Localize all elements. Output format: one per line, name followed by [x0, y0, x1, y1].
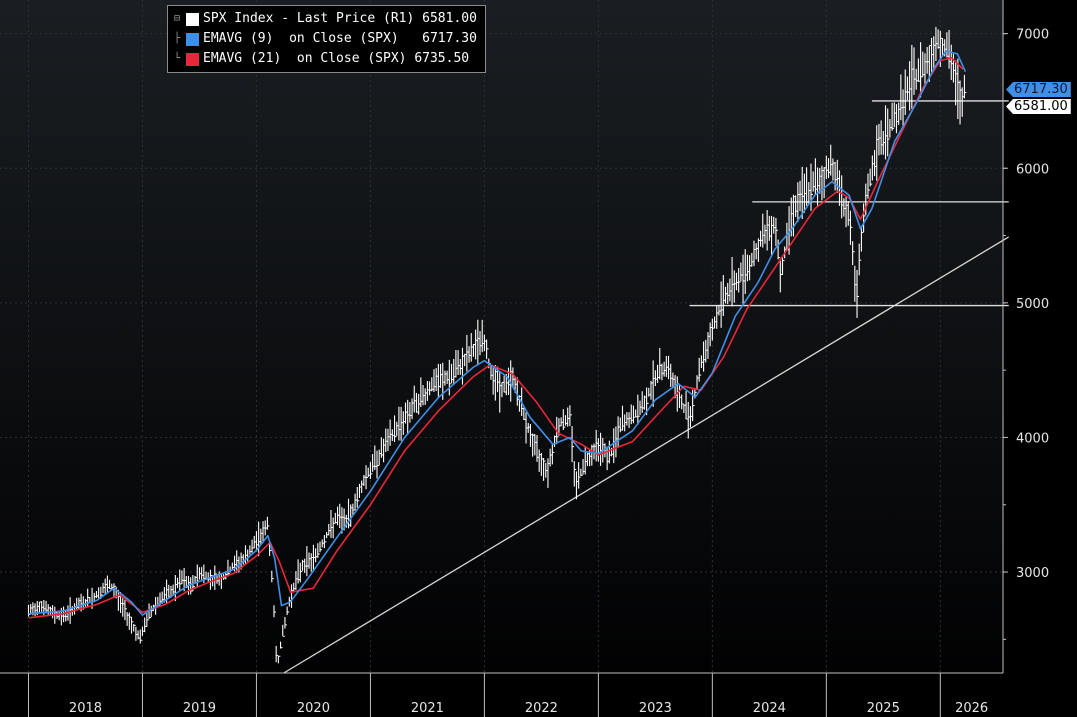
legend-swatch-ema9 [186, 32, 199, 46]
legend-value-price: 6581.00 [422, 11, 477, 26]
tree-collapse-icon[interactable]: ⊟ [174, 13, 181, 24]
x-tick-label-2020: 2020 [297, 701, 330, 716]
last-value-tag-ema9: 6717.30 [1006, 82, 1071, 97]
x-tick-label-2024: 2024 [753, 701, 786, 716]
y-tick-label-3000: 3000 [1016, 566, 1049, 581]
x-tick-label-2018: 2018 [69, 701, 102, 716]
x-tick-label-2026: 2026 [955, 701, 988, 716]
legend-swatch-price [186, 12, 199, 26]
x-tick-label-2021: 2021 [411, 701, 444, 716]
ema9-line [28, 50, 967, 616]
x-tick-label-2019: 2019 [183, 701, 216, 716]
legend-entry-price[interactable]: ⊟ SPX Index - Last Price (R1) 6581.00 [174, 9, 477, 29]
legend-label-ema9: EMAVG (9) on Close (SPX) [203, 31, 399, 46]
y-tick-label-5000: 5000 [1016, 297, 1049, 312]
legend: ⊟ SPX Index - Last Price (R1) 6581.00 ├ … [167, 5, 486, 73]
trendline-trend [283, 236, 1010, 674]
axis-panel-bottom [0, 673, 1077, 717]
last-value-tag-price: 6581.00 [1006, 99, 1071, 114]
legend-label-ema21: EMAVG (21) on Close (SPX) [203, 51, 407, 66]
legend-value-ema21: 6735.50 [414, 51, 470, 66]
y-tick-label-6000: 6000 [1016, 162, 1049, 177]
tree-branch-icon: ├ [174, 33, 181, 44]
x-tick-label-2025: 2025 [867, 701, 900, 716]
axis-panel-right [1003, 0, 1077, 717]
legend-label-price: SPX Index - Last Price (R1) [203, 11, 415, 26]
x-tick-label-2022: 2022 [525, 701, 558, 716]
price-bars [27, 26, 967, 664]
legend-entry-ema21[interactable]: └ EMAVG (21) on Close (SPX) 6735.50 [174, 49, 477, 69]
ema21-line [28, 57, 964, 619]
x-tick-label-2023: 2023 [639, 701, 672, 716]
plot-background [0, 0, 1003, 673]
legend-entry-ema9[interactable]: ├ EMAVG (9) on Close (SPX) 6717.30 [174, 29, 477, 49]
legend-swatch-ema21 [186, 52, 199, 66]
legend-value-ema9: 6717.30 [422, 31, 477, 46]
y-tick-label-7000: 7000 [1016, 28, 1049, 43]
y-tick-label-4000: 4000 [1016, 431, 1049, 446]
tree-end-icon: └ [174, 53, 181, 64]
